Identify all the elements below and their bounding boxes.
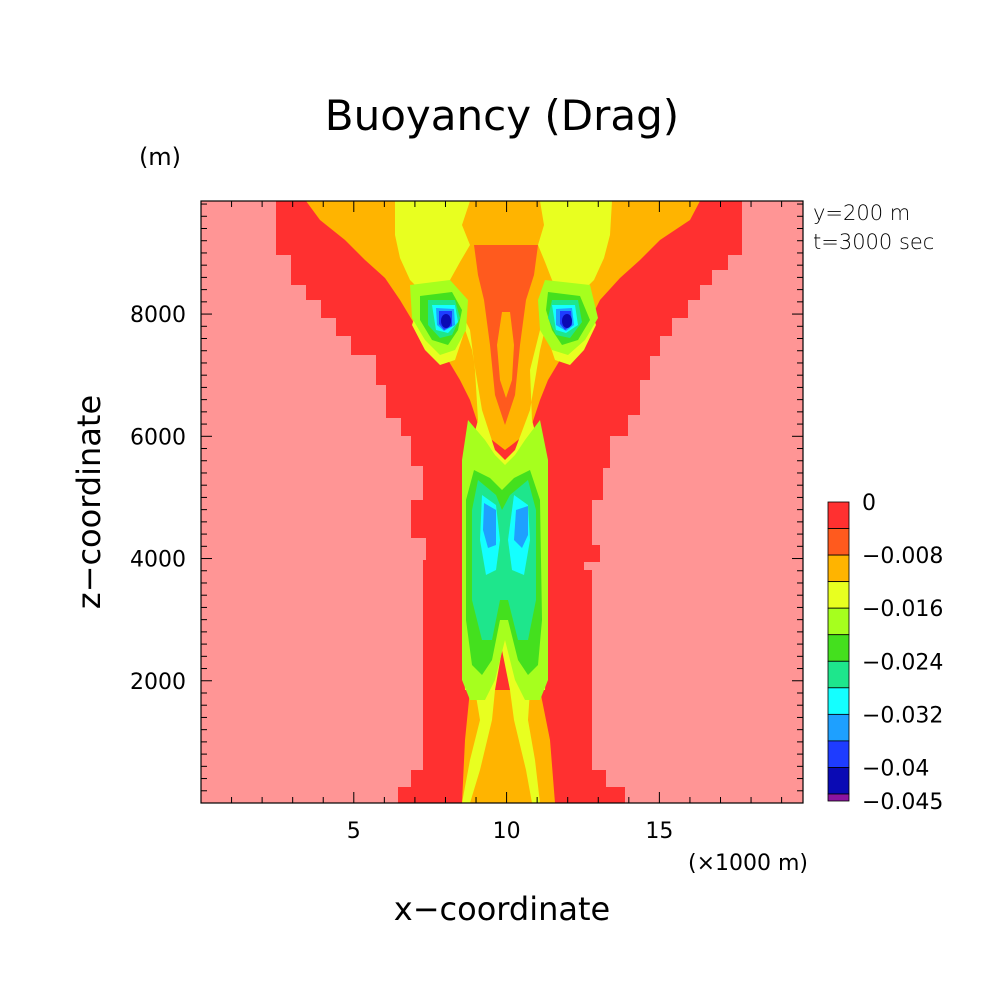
colorbar-swatch bbox=[827, 528, 850, 556]
colorbar-label: −0.016 bbox=[862, 597, 943, 622]
colorbar-swatch bbox=[827, 713, 850, 742]
colorbar-swatch bbox=[827, 581, 850, 609]
x-axis-unit: (×1000 m) bbox=[688, 851, 808, 876]
colorbar-swatch bbox=[827, 660, 850, 689]
plot-area bbox=[201, 201, 803, 803]
colorbar-label: −0.045 bbox=[862, 790, 943, 815]
plot-frame bbox=[200, 200, 804, 804]
colorbar-swatch bbox=[827, 740, 850, 768]
contour-level-orange-core bbox=[497, 312, 514, 398]
y-tick-label: 8000 bbox=[130, 303, 186, 328]
contour-level-navy bbox=[441, 314, 572, 328]
y-axis-unit: (m) bbox=[139, 143, 181, 171]
colorbar-label: −0.04 bbox=[862, 756, 929, 781]
axis-ticks bbox=[201, 201, 803, 803]
y-axis-label: z−coordinate bbox=[70, 395, 108, 609]
y-tick-label: 2000 bbox=[130, 670, 186, 695]
chart-title: Buoyancy (Drag) bbox=[325, 91, 679, 140]
colorbar-swatch bbox=[827, 687, 850, 715]
colorbar-label: −0.008 bbox=[862, 544, 943, 569]
colorbar bbox=[827, 501, 850, 802]
colorbar-label: −0.024 bbox=[862, 650, 943, 675]
annotation-y: y=200 m bbox=[813, 201, 910, 225]
annotation-t: t=3000 sec bbox=[813, 230, 934, 254]
colorbar-labels: 0 −0.008 −0.016 −0.024 −0.032 −0.04 −0.045 bbox=[862, 491, 943, 815]
colorbar-swatch bbox=[827, 793, 850, 802]
colorbar-swatch bbox=[827, 767, 850, 795]
y-tick-labels: 2000 4000 6000 8000 bbox=[130, 303, 186, 695]
x-tick-label: 10 bbox=[493, 819, 521, 844]
y-tick-label: 6000 bbox=[130, 425, 186, 450]
x-tick-label: 15 bbox=[645, 819, 673, 844]
x-axis-label: x−coordinate bbox=[394, 890, 610, 928]
colorbar-label: −0.032 bbox=[862, 703, 943, 728]
y-tick-label: 4000 bbox=[130, 548, 186, 573]
colorbar-swatch bbox=[827, 554, 850, 583]
colorbar-swatch bbox=[827, 607, 850, 636]
x-tick-label: 5 bbox=[347, 819, 361, 844]
colorbar-label: 0 bbox=[862, 491, 876, 516]
colorbar-swatch bbox=[827, 634, 850, 662]
x-tick-labels: 5 10 15 bbox=[347, 819, 674, 844]
colorbar-swatch bbox=[827, 501, 850, 529]
